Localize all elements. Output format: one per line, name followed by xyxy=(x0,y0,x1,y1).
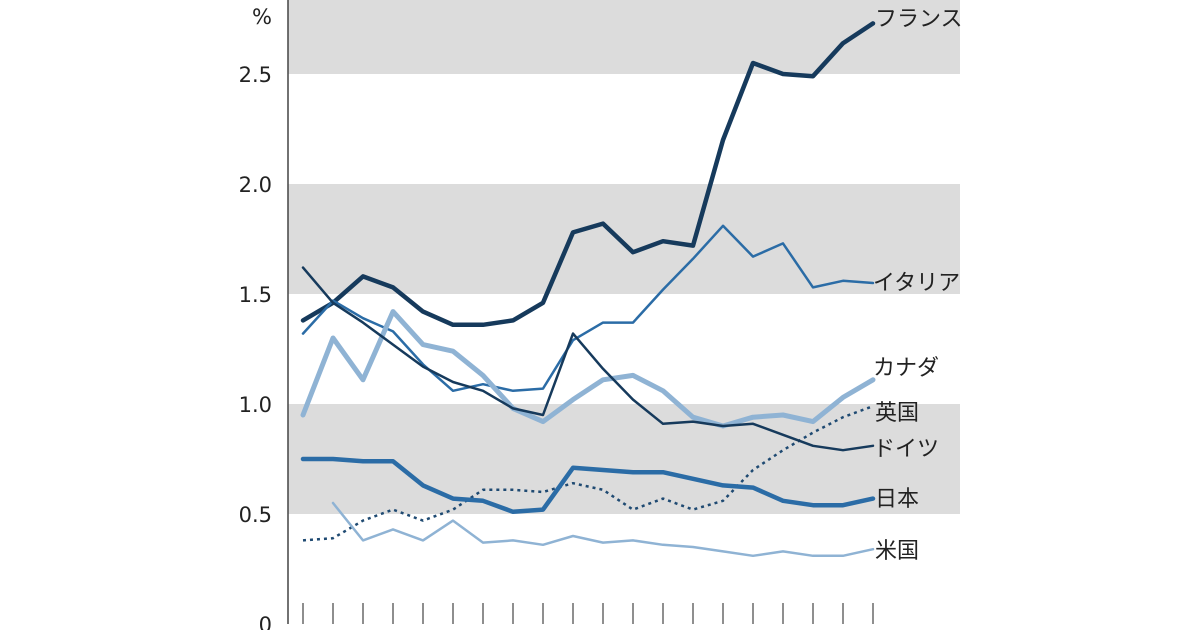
y-tick-label: 2.5 xyxy=(239,63,272,87)
series-lines xyxy=(300,21,876,558)
series-line xyxy=(300,309,876,429)
grid-band xyxy=(288,184,960,294)
y-unit-label: % xyxy=(252,5,272,29)
series-label: 日本 xyxy=(875,487,919,512)
grid-band xyxy=(288,404,960,514)
series-label: フランス xyxy=(875,7,963,32)
series-label: ドイツ xyxy=(873,437,939,462)
series-line xyxy=(300,456,876,515)
series-label: イタリア xyxy=(873,271,960,296)
y-axis: 0 0.5 1.0 1.5 2.0 2.5% xyxy=(239,0,289,630)
series-line xyxy=(300,21,876,328)
series-line xyxy=(331,501,875,558)
y-tick-label: 0.5 xyxy=(239,503,272,527)
series-label: カナダ xyxy=(873,356,939,381)
x-axis xyxy=(302,603,874,624)
series-line xyxy=(302,405,874,542)
series-label: 米国 xyxy=(875,539,919,564)
y-tick-label: 0 xyxy=(259,613,272,630)
grid-bands xyxy=(288,0,960,514)
y-tick-label: 1.0 xyxy=(239,393,272,417)
series-label: 英国 xyxy=(875,401,919,426)
y-tick-label: 1.5 xyxy=(239,283,272,307)
y-tick-label: 2.0 xyxy=(239,173,272,197)
series-line xyxy=(301,266,875,452)
grid-band xyxy=(288,0,960,74)
series-line xyxy=(301,224,875,393)
